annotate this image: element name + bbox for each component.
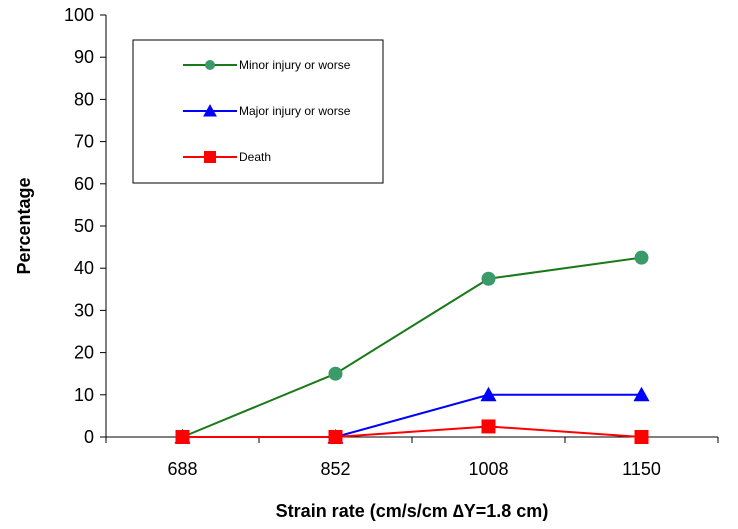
y-tick-label: 80: [74, 89, 94, 109]
data-point: [634, 250, 649, 265]
legend-marker: [203, 104, 217, 117]
y-tick-label: 0: [84, 427, 94, 447]
y-tick-label: 100: [64, 5, 94, 25]
y-tick-label: 50: [74, 216, 94, 236]
legend-label: Major injury or worse: [239, 104, 351, 118]
data-point: [634, 430, 649, 444]
y-tick-label: 70: [74, 132, 94, 152]
legend-items: Minor injury or worse Major injury or wor…: [183, 58, 351, 164]
x-tick-label: 1008: [468, 459, 508, 479]
x-tick-label: 852: [320, 459, 350, 479]
data-point: [481, 419, 496, 434]
y-axis-ticks: 0 10 20 30 40 50 60 70 80 90 100: [64, 5, 106, 447]
y-tick-label: 90: [74, 47, 94, 67]
x-axis-ticks: 688 852 1008 1150: [105, 437, 719, 479]
series-line-2: [182, 425, 642, 438]
data-point: [328, 430, 343, 444]
y-tick-label: 60: [74, 174, 94, 194]
x-tick-label: 688: [167, 459, 197, 479]
x-axis-title: Strain rate (cm/s/cm ∆Y=1.8 cm): [276, 501, 549, 521]
legend-marker: [204, 151, 216, 163]
y-tick-label: 20: [74, 343, 94, 363]
y-tick-label: 30: [74, 300, 94, 320]
data-point: [175, 430, 190, 444]
legend-label: Minor injury or worse: [239, 58, 351, 72]
data-point: [328, 366, 343, 381]
series-line-0: [182, 256, 642, 438]
legend-label: Death: [239, 150, 271, 164]
legend-box: [132, 39, 384, 184]
data-point: [480, 386, 497, 402]
data-point: [481, 271, 496, 286]
x-tick-label: 1150: [622, 459, 661, 479]
y-tick-label: 10: [74, 385, 94, 405]
legend-marker: [205, 60, 215, 70]
y-tick-label: 40: [74, 258, 94, 278]
data-point: [633, 386, 650, 402]
legend: Minor injury or worse Major injury or wor…: [132, 39, 384, 184]
y-axis-title: Percentage: [14, 177, 34, 274]
series-layer: [174, 250, 650, 444]
